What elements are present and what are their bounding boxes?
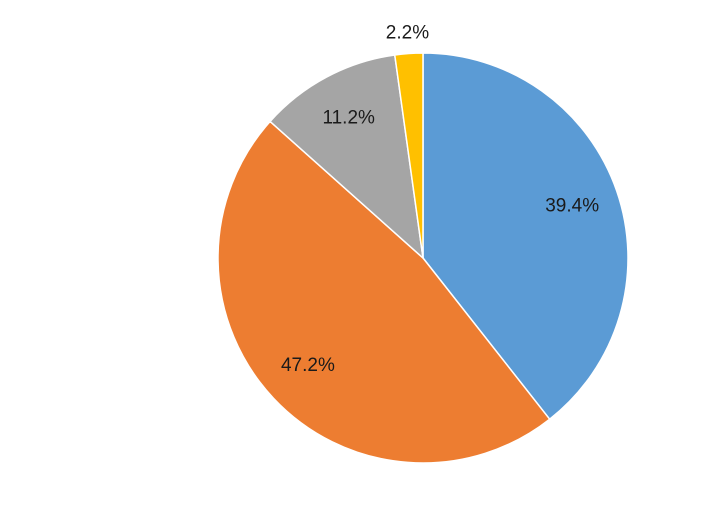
pie-slice — [422, 52, 629, 421]
data-label: 47.2% — [281, 355, 335, 376]
data-label: 11.2% — [322, 108, 375, 129]
data-label: 39.4% — [545, 195, 599, 216]
pie-slice — [217, 120, 551, 464]
pie-slice — [393, 52, 424, 259]
data-label: 2.2% — [386, 23, 429, 44]
pie-slice — [269, 54, 425, 260]
